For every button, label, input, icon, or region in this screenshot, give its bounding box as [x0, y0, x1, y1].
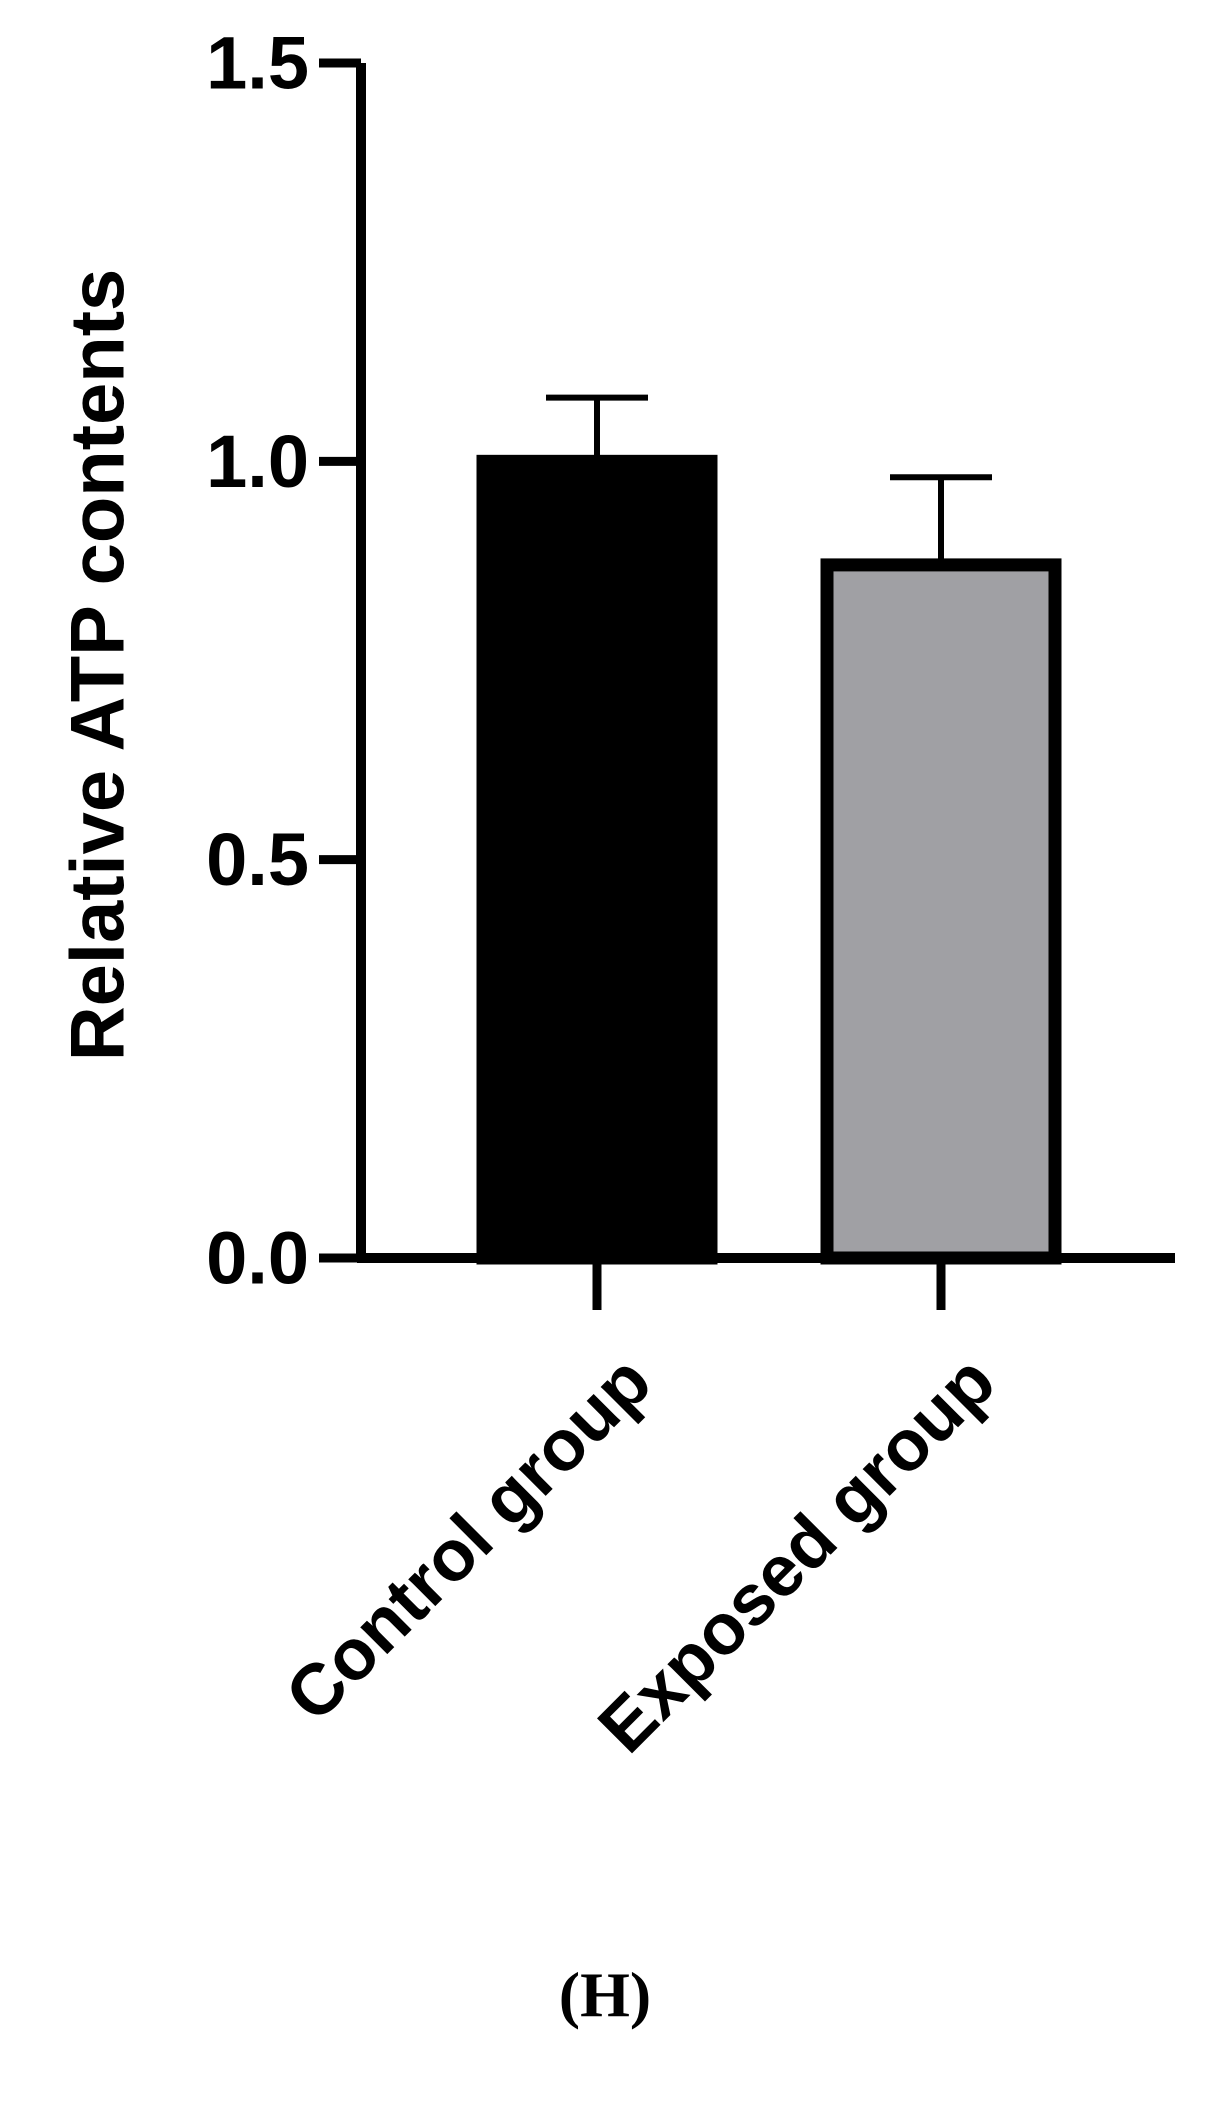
y-axis-label-group: Relative ATP contents — [56, 269, 141, 1062]
panel-label: (H) — [558, 1959, 652, 2030]
axes — [356, 63, 1175, 1310]
bar — [476, 454, 718, 1265]
y-tick-label: 1.0 — [206, 420, 309, 503]
bars — [476, 394, 1062, 1265]
y-tick-label: 0.5 — [206, 818, 309, 901]
category-label: Control group — [271, 1341, 667, 1737]
y-ticks: 0.0 0.5 1.0 1.5 — [206, 22, 361, 1300]
y-axis-label: Relative ATP contents — [56, 269, 141, 1062]
bar — [820, 558, 1062, 1265]
y-tick-label: 1.5 — [206, 22, 309, 105]
y-tick-label: 0.0 — [206, 1217, 309, 1300]
